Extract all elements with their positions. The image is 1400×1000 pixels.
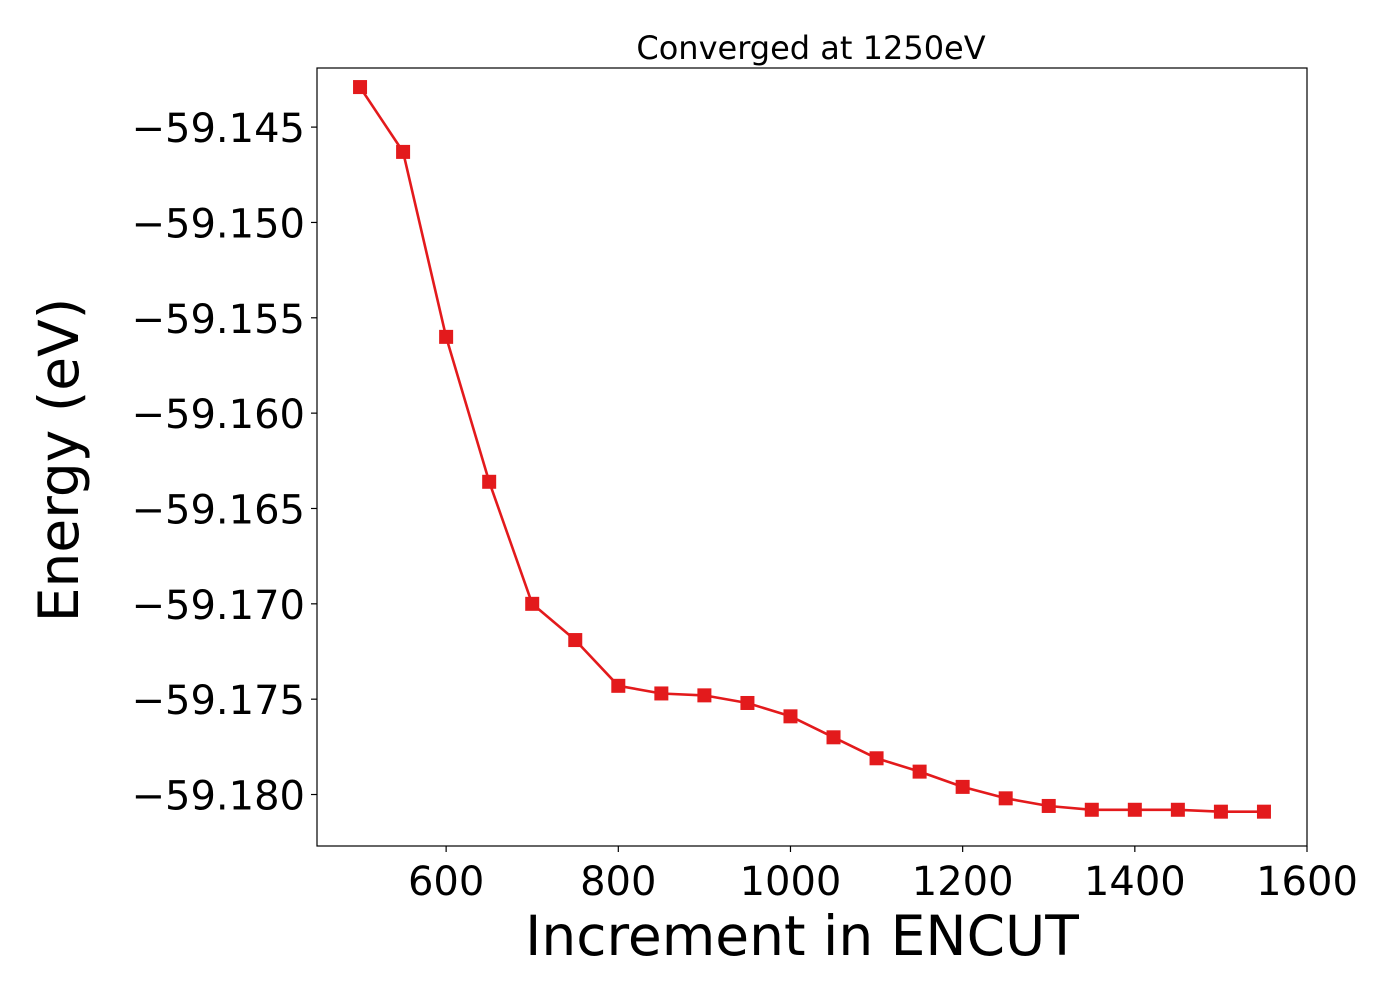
data-point bbox=[439, 329, 454, 344]
data-point bbox=[1170, 802, 1185, 817]
data-point bbox=[525, 596, 540, 611]
chart-title: Converged at 1250eV bbox=[636, 29, 985, 67]
data-point bbox=[1213, 804, 1228, 819]
y-tick-label: −59.160 bbox=[132, 392, 305, 438]
y-axis-title: Energy (eV) bbox=[27, 298, 91, 622]
data-point bbox=[955, 779, 970, 794]
data-point bbox=[869, 751, 884, 766]
x-tick-label: 1000 bbox=[740, 859, 842, 905]
x-axis-title: Increment in ENCUT bbox=[525, 904, 1079, 968]
series-layer bbox=[353, 80, 1271, 819]
data-point bbox=[353, 80, 368, 95]
y-tick-label: −59.170 bbox=[132, 583, 305, 629]
data-point bbox=[1041, 798, 1056, 813]
data-point bbox=[654, 686, 669, 701]
data-point bbox=[396, 144, 411, 159]
plot-frame bbox=[316, 67, 1308, 847]
x-tick-label: 1600 bbox=[1256, 859, 1358, 905]
y-tick-label: −59.175 bbox=[132, 678, 305, 724]
data-point bbox=[697, 688, 712, 703]
y-tick-label: −59.145 bbox=[132, 106, 305, 152]
x-tick-label: 800 bbox=[580, 859, 656, 905]
x-axis-ticks: 600 800 1000 1200 1400 1600 bbox=[408, 846, 1358, 905]
x-tick-label: 1200 bbox=[912, 859, 1014, 905]
y-tick-label: −59.165 bbox=[132, 487, 305, 533]
data-point bbox=[912, 764, 927, 779]
data-point bbox=[998, 791, 1013, 806]
y-tick-label: −59.150 bbox=[132, 201, 305, 247]
data-point bbox=[568, 633, 583, 648]
y-axis-ticks: −59.145 −59.150 −59.155 −59.160 −59.165 −59.1… bbox=[132, 106, 317, 820]
data-point bbox=[611, 678, 626, 693]
x-tick-label: 600 bbox=[408, 859, 484, 905]
data-point bbox=[826, 730, 841, 745]
series-line bbox=[358, 86, 1264, 814]
x-tick-label: 1400 bbox=[1084, 859, 1186, 905]
data-point bbox=[1256, 804, 1271, 819]
data-point bbox=[740, 695, 755, 710]
y-tick-label: −59.180 bbox=[132, 774, 305, 820]
y-tick-label: −59.155 bbox=[132, 297, 305, 343]
data-point bbox=[482, 474, 497, 489]
data-point bbox=[783, 709, 798, 724]
data-point bbox=[1084, 802, 1099, 817]
data-point bbox=[1127, 802, 1142, 817]
